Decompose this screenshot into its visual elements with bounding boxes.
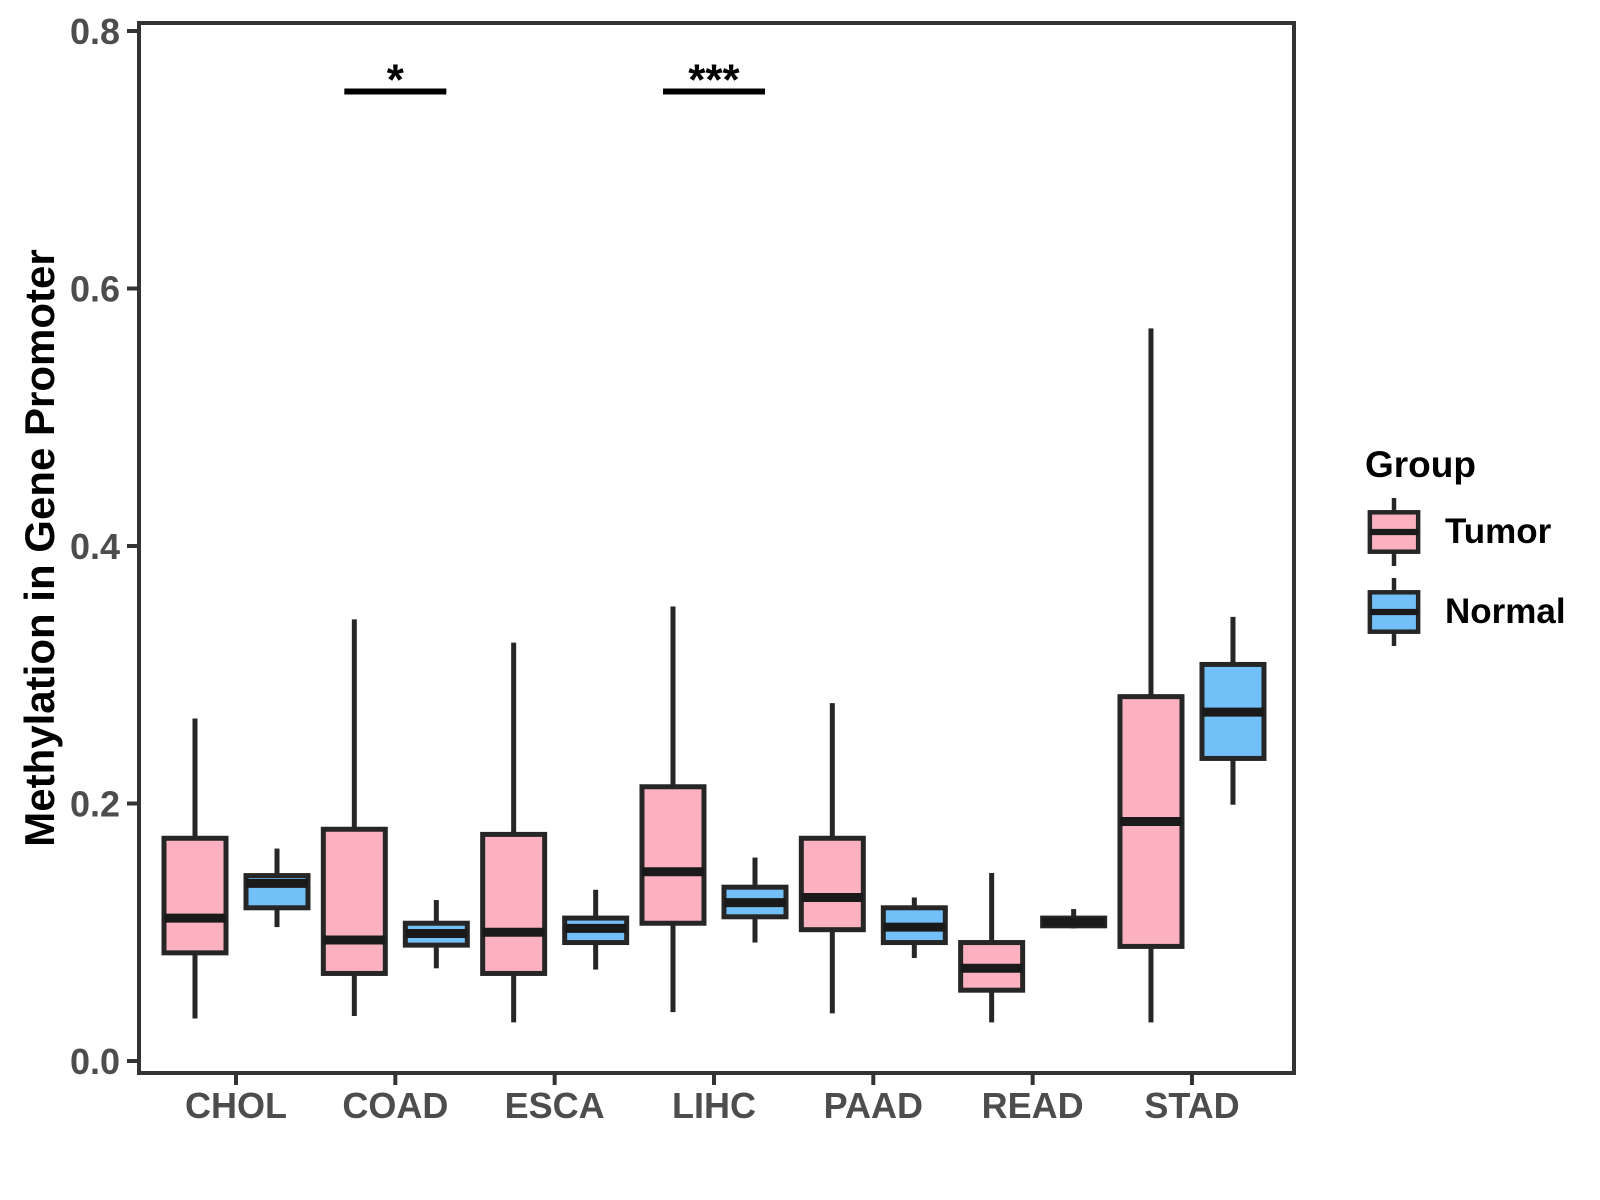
x-tick-label-lihc: LIHC <box>672 1085 756 1126</box>
box-lihc-tumor-iqr <box>639 784 707 926</box>
legend-title: Group <box>1365 444 1476 485</box>
y-axis-title: Methylation in Gene Promoter <box>16 249 63 847</box>
significance-label-coad: * <box>387 56 405 105</box>
box-chol-tumor-iqr <box>161 835 229 956</box>
tumor-boxplot-key-icon <box>1367 498 1421 566</box>
x-tick-label-esca: ESCA <box>505 1085 605 1126</box>
legend-label-tumor: Tumor <box>1445 512 1552 551</box>
legend-item-normal: Normal <box>1363 578 1566 646</box>
x-tick-label-paad: PAAD <box>824 1085 923 1126</box>
box-coad-tumor-iqr <box>320 826 388 976</box>
y-tick-label: 0.6 <box>70 269 120 310</box>
x-tick-label-read: READ <box>982 1085 1084 1126</box>
box-paad-tumor-iqr <box>798 835 866 933</box>
significance-label-lihc: *** <box>688 56 740 105</box>
y-tick-label: 0.2 <box>70 784 120 825</box>
y-tick-label: 0.4 <box>70 526 120 567</box>
x-tick-label-stad: STAD <box>1144 1085 1239 1126</box>
y-tick-label: 0.8 <box>70 11 120 52</box>
legend: Group Tumor Normal <box>1363 444 1566 646</box>
legend-label-normal: Normal <box>1445 592 1566 631</box>
box-esca-tumor-iqr <box>480 831 548 976</box>
legend-item-tumor: Tumor <box>1363 498 1566 566</box>
x-tick-label-chol: CHOL <box>185 1085 287 1126</box>
y-tick-label: 0.0 <box>70 1041 120 1082</box>
normal-boxplot-key-icon <box>1367 578 1421 646</box>
x-tick-label-coad: COAD <box>342 1085 448 1126</box>
